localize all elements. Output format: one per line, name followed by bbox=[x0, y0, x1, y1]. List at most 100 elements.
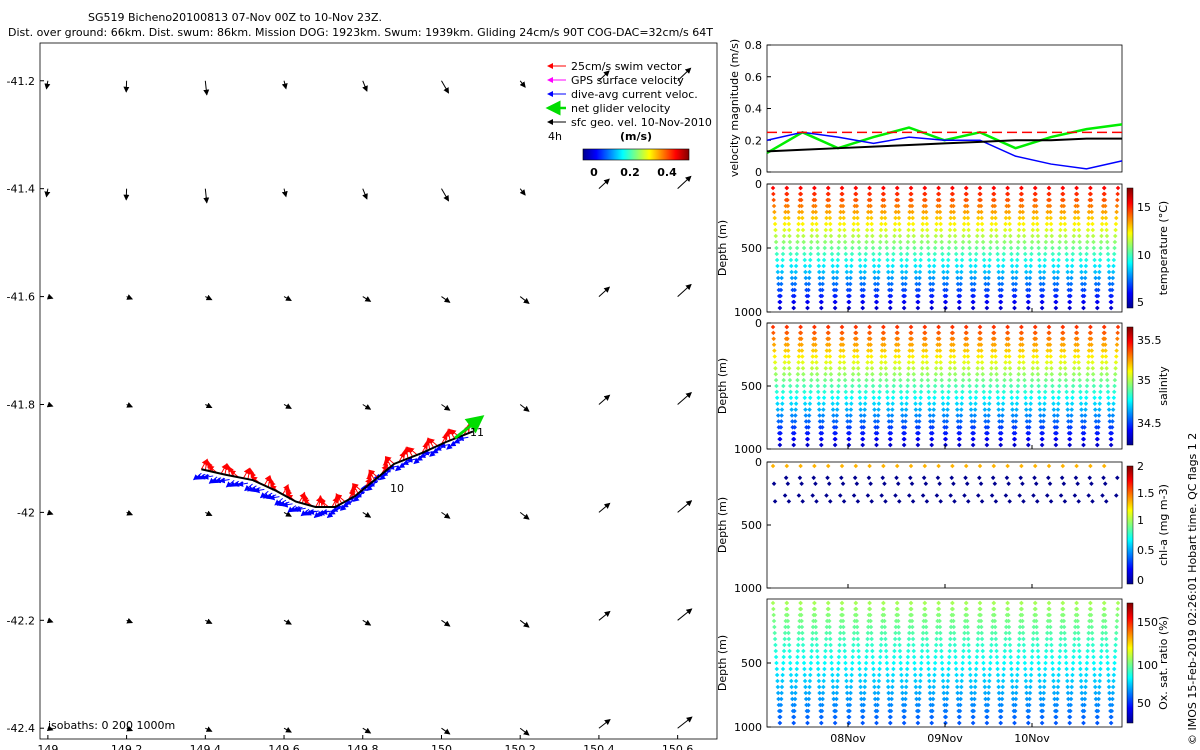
profile-dot bbox=[832, 708, 837, 714]
profile-dot bbox=[1078, 389, 1083, 395]
profile-dot bbox=[1114, 493, 1119, 498]
profile-dot bbox=[898, 666, 904, 672]
profile-dot bbox=[956, 714, 962, 720]
profile-dot bbox=[1025, 708, 1030, 714]
profile-dot bbox=[1034, 624, 1039, 630]
profile-dot bbox=[900, 287, 906, 293]
legend-net-label: net glider velocity bbox=[571, 102, 671, 115]
depth-ytick-label: 500 bbox=[741, 657, 762, 670]
profile-dot bbox=[818, 714, 824, 720]
profile-dot bbox=[1110, 696, 1115, 702]
profile-dot bbox=[1023, 269, 1029, 275]
profile-dot bbox=[962, 493, 967, 498]
profile-dot bbox=[773, 371, 779, 377]
profile-dot bbox=[841, 215, 846, 221]
profile-dot bbox=[1110, 269, 1116, 275]
profile-dot bbox=[1019, 463, 1024, 469]
profile-dot bbox=[1061, 203, 1067, 209]
profile-dot bbox=[786, 366, 792, 371]
profile-dot bbox=[969, 702, 975, 708]
profile-dot bbox=[1105, 251, 1111, 257]
current-vector-arrow bbox=[519, 80, 526, 88]
current-vector-arrow bbox=[441, 296, 451, 303]
profile-dot bbox=[1024, 419, 1030, 424]
profile-dot bbox=[1058, 636, 1063, 642]
profile-dot bbox=[1022, 660, 1028, 666]
profile-dot bbox=[982, 263, 987, 269]
profile-dot bbox=[1113, 366, 1118, 371]
profile-dot bbox=[1007, 642, 1013, 648]
profile-dot bbox=[1011, 299, 1017, 305]
profile-dot bbox=[776, 293, 782, 299]
profile-dot bbox=[1086, 624, 1092, 630]
profile-dot bbox=[970, 436, 976, 442]
profile-dot bbox=[826, 481, 832, 486]
profile-dot bbox=[845, 281, 850, 287]
profile-dot bbox=[883, 499, 888, 504]
profile-dot bbox=[1094, 430, 1099, 436]
profile-dot bbox=[875, 413, 881, 418]
profile-dot bbox=[842, 233, 848, 239]
profile-dot bbox=[830, 269, 836, 275]
profile-dot bbox=[926, 251, 931, 257]
profile-dot bbox=[1104, 642, 1109, 648]
legend-entry-gps: GPS surface velocity bbox=[547, 74, 684, 87]
profile-dot bbox=[814, 233, 820, 239]
current-vector-arrow bbox=[362, 188, 368, 200]
profile-dot bbox=[1099, 636, 1105, 642]
profile-dot bbox=[869, 499, 874, 504]
profile-dot bbox=[1029, 660, 1035, 666]
profile-dot bbox=[1018, 475, 1023, 481]
profile-dot bbox=[895, 330, 900, 336]
profile-dot bbox=[1003, 493, 1009, 498]
profile-dot bbox=[1055, 419, 1060, 424]
profile-dot bbox=[1076, 499, 1081, 504]
profile-dot bbox=[1061, 481, 1067, 486]
profile-dot bbox=[828, 636, 833, 642]
profile-dot bbox=[1009, 672, 1015, 678]
profile-dot bbox=[806, 690, 812, 696]
profile-dot bbox=[975, 227, 980, 233]
current-vector-arrow bbox=[677, 392, 692, 405]
profile-dot bbox=[1108, 436, 1114, 442]
profile-dot bbox=[978, 481, 984, 486]
profile-dot bbox=[925, 371, 930, 377]
profile-dot bbox=[832, 714, 838, 720]
profile-dot bbox=[918, 678, 923, 684]
profile-dot bbox=[932, 395, 937, 401]
profile-dot bbox=[940, 395, 946, 401]
profile-dot bbox=[1019, 191, 1025, 197]
profile-dot bbox=[1026, 720, 1031, 726]
profile-dot bbox=[939, 245, 945, 251]
profile-dot bbox=[899, 269, 905, 275]
profile-dot bbox=[1114, 342, 1120, 347]
profile-dot bbox=[1070, 251, 1076, 257]
profile-dot bbox=[832, 299, 838, 305]
profile-dot bbox=[1096, 696, 1101, 702]
profile-dot bbox=[988, 371, 994, 377]
colorbar-tick-0: 0 bbox=[590, 166, 598, 179]
profile-dot bbox=[1067, 714, 1072, 720]
profile-dot bbox=[996, 413, 1002, 418]
current-vector-arrow bbox=[44, 80, 51, 90]
profile-dot bbox=[1003, 354, 1009, 359]
profile-dot bbox=[929, 442, 934, 448]
profile-dot bbox=[803, 281, 809, 287]
profile-dot bbox=[795, 233, 801, 239]
profile-dot bbox=[772, 624, 777, 630]
profile-dot bbox=[1036, 377, 1041, 383]
current-vector-arrow bbox=[441, 511, 451, 519]
profile-dot bbox=[994, 660, 1000, 666]
profile-dot bbox=[818, 708, 823, 714]
profile-dot bbox=[963, 600, 969, 606]
profile-dot bbox=[1045, 630, 1050, 636]
profile-dot bbox=[912, 666, 918, 672]
profile-dot bbox=[1008, 383, 1014, 389]
profile-dot bbox=[924, 354, 929, 359]
profile-dot bbox=[1024, 413, 1029, 418]
profile-dot bbox=[1030, 642, 1036, 648]
profile-dot bbox=[942, 436, 948, 442]
current-vector-arrow bbox=[126, 617, 134, 624]
profile-dot bbox=[968, 407, 974, 412]
profile-dot bbox=[1076, 630, 1081, 636]
